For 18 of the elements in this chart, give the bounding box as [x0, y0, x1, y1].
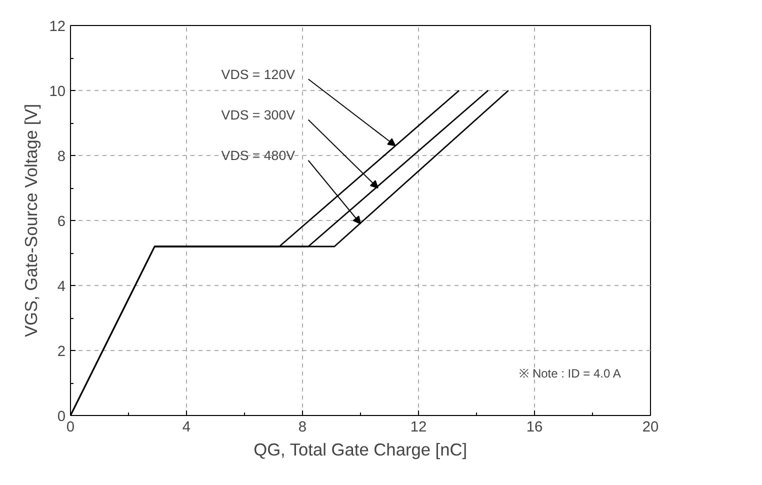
x-tick-label: 16	[526, 420, 543, 436]
annotation: ※ Note : ID = 4.0 A	[519, 366, 621, 380]
x-tick-label: 4	[182, 420, 191, 436]
y-tick-label: 2	[57, 344, 66, 360]
x-tick-label: 20	[642, 420, 659, 436]
y-tick-label: 10	[49, 84, 66, 100]
annotation: VDS = 120V	[221, 66, 296, 82]
y-tick-label: 0	[57, 409, 66, 425]
x-tick-label: 8	[298, 420, 307, 436]
y-tick-label: 4	[57, 279, 66, 295]
y-tick-label: 6	[57, 214, 66, 230]
annotation: VDS = 480V	[221, 148, 296, 163]
x-tick-label: 12	[410, 420, 427, 436]
y-axis-title: VGS, Gate-Source Voltage [V]	[21, 104, 42, 338]
x-axis-title: QG, Total Gate Charge [nC]	[254, 440, 468, 460]
y-tick-label: 8	[57, 149, 66, 165]
y-tick-label: 12	[49, 19, 66, 35]
annotation: VDS = 300V	[221, 107, 296, 122]
